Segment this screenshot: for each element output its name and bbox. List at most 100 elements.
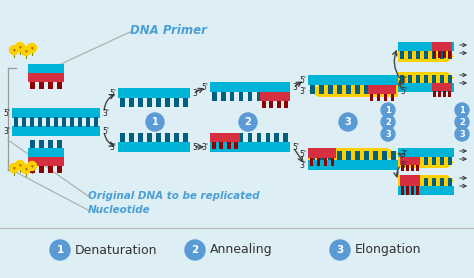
Bar <box>328 151 333 160</box>
Bar <box>346 85 351 94</box>
Text: 3: 3 <box>345 117 351 127</box>
Bar <box>256 133 261 142</box>
Bar <box>174 133 179 142</box>
Circle shape <box>330 240 350 260</box>
Text: 3': 3' <box>3 126 10 135</box>
Bar <box>432 51 436 59</box>
Bar <box>400 75 404 83</box>
Bar <box>165 133 170 142</box>
Bar <box>432 178 436 186</box>
Bar <box>239 133 243 142</box>
Bar <box>400 178 404 186</box>
Bar <box>368 85 396 94</box>
Bar <box>400 51 404 59</box>
Bar <box>39 140 44 148</box>
Bar <box>70 118 74 127</box>
Bar <box>38 117 42 126</box>
Circle shape <box>381 103 395 117</box>
Bar <box>373 85 378 94</box>
Circle shape <box>27 162 36 170</box>
Bar <box>86 117 90 126</box>
Bar <box>384 94 387 101</box>
Bar <box>57 140 62 148</box>
Bar <box>156 133 161 142</box>
Bar <box>57 82 62 89</box>
Bar <box>355 151 360 160</box>
Bar <box>39 166 44 173</box>
Bar <box>364 85 369 94</box>
Bar <box>310 158 313 166</box>
Bar <box>308 160 398 170</box>
Bar <box>438 51 441 58</box>
Bar <box>406 186 409 195</box>
Text: 1: 1 <box>152 117 158 127</box>
Bar <box>355 85 360 94</box>
Text: Annealing: Annealing <box>210 244 273 257</box>
Bar <box>416 75 420 83</box>
Bar <box>147 98 152 107</box>
Text: 5': 5' <box>299 76 306 85</box>
Text: 5': 5' <box>109 88 116 98</box>
Bar <box>408 178 412 186</box>
Text: 2: 2 <box>385 118 391 126</box>
Bar <box>230 92 235 101</box>
Bar <box>30 118 34 127</box>
Circle shape <box>21 46 30 56</box>
Text: 3': 3' <box>109 143 116 152</box>
Text: 3': 3' <box>400 150 407 158</box>
Circle shape <box>381 115 395 129</box>
Bar <box>416 157 420 165</box>
Text: φ: φ <box>31 46 33 50</box>
Text: φ: φ <box>25 49 27 53</box>
Bar <box>448 51 452 59</box>
Bar <box>129 98 134 107</box>
Bar <box>28 64 64 73</box>
Bar <box>411 186 414 195</box>
Polygon shape <box>398 175 454 186</box>
Bar <box>174 98 179 107</box>
Bar <box>391 151 396 160</box>
Bar <box>424 51 428 59</box>
Text: 2: 2 <box>245 117 251 127</box>
Bar <box>54 118 58 127</box>
Circle shape <box>16 43 25 51</box>
Bar <box>138 133 143 142</box>
Bar <box>48 166 53 173</box>
Bar <box>265 92 270 101</box>
Bar <box>411 165 414 172</box>
Text: 5': 5' <box>400 86 407 96</box>
Text: φ: φ <box>18 163 21 167</box>
Bar <box>440 178 444 186</box>
Bar <box>448 178 452 186</box>
Bar <box>424 178 428 186</box>
Circle shape <box>455 115 469 129</box>
Bar <box>248 133 252 142</box>
Text: 3': 3' <box>201 143 208 152</box>
Text: Denaturation: Denaturation <box>75 244 157 257</box>
Text: φ: φ <box>18 45 21 49</box>
Bar <box>284 101 288 108</box>
Bar <box>401 186 404 195</box>
Bar <box>370 94 373 101</box>
Bar <box>448 75 452 83</box>
Bar <box>256 92 261 101</box>
Bar <box>283 92 288 101</box>
Text: 3: 3 <box>459 130 465 138</box>
Bar <box>406 165 409 172</box>
Bar <box>408 157 412 165</box>
Bar <box>86 118 90 127</box>
Bar <box>443 51 446 58</box>
Bar <box>219 142 223 149</box>
Bar <box>382 85 387 94</box>
Text: 3': 3' <box>299 86 306 96</box>
Bar <box>265 133 270 142</box>
Text: 5': 5' <box>102 126 109 135</box>
Polygon shape <box>308 85 398 97</box>
Bar <box>400 175 420 186</box>
Bar <box>57 73 62 81</box>
Bar <box>14 117 18 126</box>
Bar <box>432 157 436 165</box>
Polygon shape <box>308 148 398 160</box>
Bar <box>337 151 342 160</box>
Bar <box>440 157 444 165</box>
